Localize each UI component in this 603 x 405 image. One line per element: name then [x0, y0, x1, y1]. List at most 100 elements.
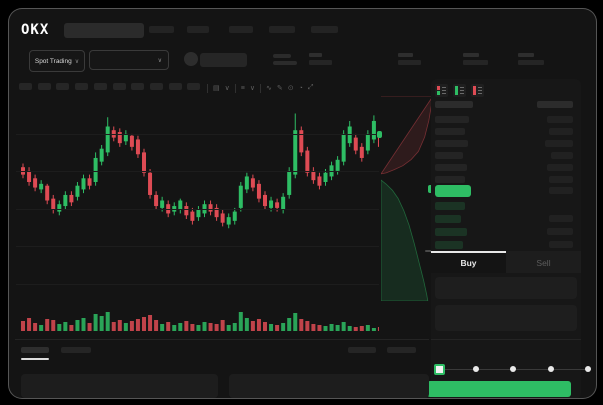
orders-panel-left[interactable] [21, 374, 218, 398]
line-glyph [442, 93, 446, 94]
line-glyph [442, 87, 446, 88]
ask-row-amount[interactable] [545, 140, 573, 147]
ask-row-amount[interactable] [547, 116, 573, 123]
timeframe-button[interactable] [187, 83, 201, 90]
pair-selector-dropdown[interactable]: ∨ [89, 50, 169, 70]
book-asks-view-icon[interactable] [471, 84, 484, 97]
bid-row-price[interactable] [435, 241, 463, 249]
bottom-action[interactable] [348, 347, 376, 353]
book-split-view-icon[interactable] [435, 84, 448, 97]
search-input[interactable] [64, 23, 144, 38]
app-window: OKX Spot Trading ∨ ∨ ▤ ∨ ≡ ∨ ∿ ✎ ⊙ ◔ ⤢ Buy Sell [8, 8, 597, 399]
timeframe-button[interactable] [112, 83, 126, 90]
divider [15, 339, 429, 340]
candlestick-chart[interactable] [16, 101, 382, 291]
timeframe-button[interactable] [93, 83, 107, 90]
nav-item[interactable] [187, 26, 209, 33]
last-price-marker [377, 131, 382, 138]
line-glyph [460, 87, 464, 88]
ask-row-price[interactable] [435, 128, 465, 135]
timeframe-button[interactable] [131, 83, 145, 90]
price-field[interactable] [435, 277, 577, 299]
bid-row-price[interactable] [435, 202, 465, 210]
nav-item[interactable] [149, 26, 174, 33]
bid-row-amount[interactable] [549, 241, 573, 248]
stat-value-skeleton [463, 60, 488, 65]
draw-tool-icon[interactable]: ✎ [276, 85, 283, 92]
last-price-badge[interactable] [435, 185, 471, 197]
tab-sell[interactable]: Sell [536, 258, 551, 268]
market-type-selector[interactable]: Spot Trading ∨ [29, 50, 85, 72]
depth-chart [381, 96, 433, 301]
stat-label-skeleton [463, 53, 479, 57]
divider [431, 339, 581, 340]
ask-row-price[interactable] [435, 164, 467, 171]
nav-item[interactable] [269, 26, 295, 33]
chevron-down-icon: ∨ [157, 57, 162, 64]
slider-handle[interactable] [434, 364, 445, 375]
chevron-down-icon[interactable]: ∨ [249, 85, 255, 92]
active-tab-underline [21, 358, 49, 360]
bottom-tab[interactable] [21, 347, 49, 353]
nav-item[interactable] [311, 26, 338, 33]
timeframe-button[interactable] [19, 83, 32, 90]
price-change-skeleton [273, 54, 291, 58]
stat-value-skeleton [309, 60, 332, 65]
divider [259, 83, 261, 93]
fullscreen-icon[interactable]: ⤢ [307, 84, 314, 91]
ask-row-amount[interactable] [551, 152, 573, 159]
ask-row-price[interactable] [435, 116, 469, 123]
timeframe-button[interactable] [168, 83, 182, 90]
slider-stop-dot[interactable] [472, 366, 479, 372]
bid-row-amount[interactable] [547, 228, 573, 235]
line-tool-icon[interactable]: ∿ [265, 85, 272, 92]
chevron-down-icon[interactable]: ∨ [224, 85, 230, 92]
nav-item[interactable] [229, 26, 253, 33]
timeframe-button[interactable] [56, 83, 70, 90]
stat-value-skeleton [398, 60, 421, 65]
market-type-label: Spot Trading [34, 57, 72, 65]
slider-stop-dot[interactable] [547, 366, 554, 372]
ask-row-price[interactable] [435, 140, 468, 147]
depth-mid-marker [428, 185, 433, 193]
last-price-skeleton [200, 53, 247, 67]
slider-stop-dot[interactable] [510, 366, 516, 372]
coin-icon [184, 52, 198, 66]
gridline [16, 246, 379, 247]
ask-row-amount[interactable] [549, 128, 573, 135]
ask-row-amount[interactable] [547, 164, 573, 171]
tab-buy[interactable]: Buy [431, 251, 506, 273]
timeframe-button[interactable] [75, 83, 89, 90]
slider-stop-dot[interactable] [585, 366, 591, 372]
amount-field[interactable] [435, 305, 577, 331]
depth-tick [425, 250, 433, 252]
ask-row-price[interactable] [435, 176, 465, 183]
indicators-icon[interactable]: ≡ [240, 84, 245, 92]
gridline [16, 134, 379, 135]
trade-tabs: Buy Sell [431, 251, 581, 273]
gridline [16, 171, 379, 172]
stat-label-skeleton [309, 53, 322, 57]
screenshot-icon[interactable]: ⊙ [287, 85, 294, 92]
divider [207, 83, 208, 93]
history-icon[interactable]: ◔ [298, 84, 303, 92]
stat-label-skeleton [518, 53, 534, 57]
chart-tools: ▤ ∨ ≡ ∨ ∿ ✎ ⊙ ◔ ⤢ [207, 81, 357, 95]
orders-panel-right[interactable] [229, 374, 429, 398]
book-bids-view-icon[interactable] [453, 84, 466, 97]
ask-row-amount[interactable] [549, 176, 573, 183]
bid-row-price[interactable] [435, 228, 467, 236]
line-glyph [478, 93, 482, 94]
timeframe-button[interactable] [149, 83, 163, 90]
timeframe-button[interactable] [37, 83, 51, 90]
bottom-tab[interactable] [61, 347, 91, 353]
line-glyph [478, 87, 482, 88]
bid-row-price[interactable] [435, 215, 461, 223]
candle-style-icon[interactable]: ▤ [213, 85, 220, 92]
bid-row-amount[interactable] [549, 215, 573, 222]
submit-order-button[interactable] [427, 381, 571, 397]
order-book-panel: Buy Sell [431, 79, 581, 398]
volume-bars [21, 312, 379, 331]
bottom-action[interactable] [387, 347, 416, 353]
ask-row-price[interactable] [435, 152, 463, 159]
